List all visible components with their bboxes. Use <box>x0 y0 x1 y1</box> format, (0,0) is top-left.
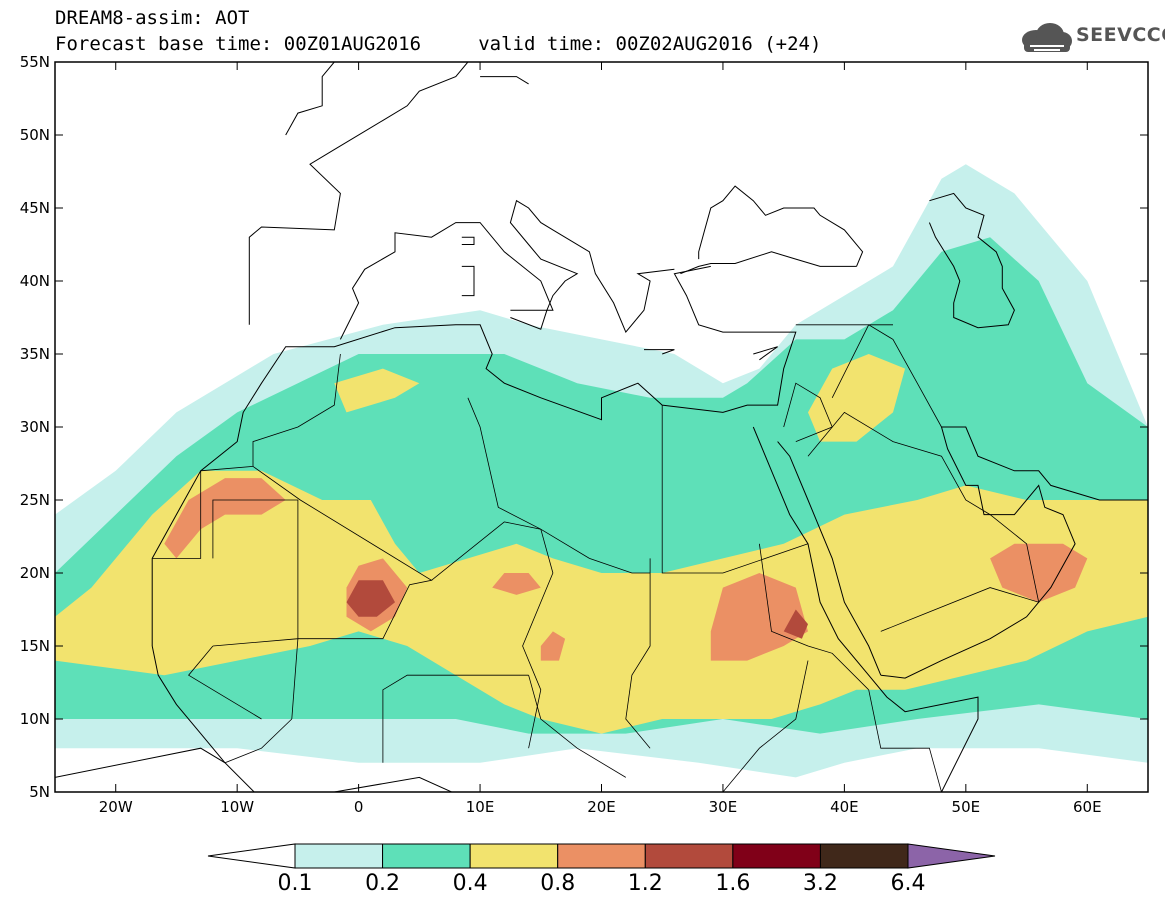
aot-region-0.8-1.2 <box>990 543 1088 603</box>
country-border <box>212 499 299 647</box>
coastline <box>777 441 882 676</box>
lat-tick-label: 45N <box>20 199 50 217</box>
aot-region-0.4-0.8 <box>334 368 420 413</box>
lat-tick-label: 10N <box>20 710 50 728</box>
coastline <box>680 251 857 275</box>
aot-region-0.8-1.2 <box>492 573 541 595</box>
aot-fields <box>55 164 1148 778</box>
coastline <box>151 265 797 646</box>
lat-tick-label: 25N <box>20 491 50 509</box>
lat-tick-label: 30N <box>20 418 50 436</box>
country-border <box>759 543 869 691</box>
colorbar-high-arrow <box>907 843 996 869</box>
coastline <box>461 236 475 245</box>
country-border <box>522 529 554 749</box>
lat-tick-label: 40N <box>20 272 50 290</box>
country-border <box>224 718 293 764</box>
colorbar-swatch <box>294 843 384 869</box>
colorbar: 0.1 0.2 0.4 0.8 1.2 1.6 3.2 6.4 <box>207 843 996 896</box>
colorbar-label: 1.6 <box>715 871 750 896</box>
lat-tick-label: 35N <box>20 345 50 363</box>
country-border <box>783 382 833 442</box>
aot-region-0.8-1.2 <box>540 631 566 661</box>
aot-region-0.4-0.8 <box>55 470 1148 734</box>
colorbar-label: 1.2 <box>628 871 663 896</box>
aot-region-0.4-0.8 <box>808 354 906 442</box>
colorbar-swatch <box>644 843 734 869</box>
country-border <box>625 573 651 749</box>
colorbar-label: 3.2 <box>803 871 838 896</box>
country-border <box>722 660 809 792</box>
aot-region-1.2-1.6 <box>346 580 395 617</box>
coastline <box>339 199 675 340</box>
aot-region-1.2-1.6 <box>783 609 808 639</box>
country-border <box>187 645 262 720</box>
colorbar-swatch <box>382 843 471 869</box>
colorbar-label: 0.1 <box>278 871 313 896</box>
coastline <box>752 426 979 792</box>
coastline <box>510 309 548 330</box>
country-border <box>795 324 942 428</box>
colorbar-low-arrow <box>207 843 296 869</box>
coastline <box>644 349 675 355</box>
map-outlines <box>55 62 1148 792</box>
coastline <box>285 62 335 136</box>
model-title: DREAM8-assim: AOT <box>55 7 250 29</box>
lon-tick-label: 20W <box>99 798 133 816</box>
aot-region-0.8-1.2 <box>164 478 286 559</box>
coastline <box>753 346 778 361</box>
lon-tick-label: 10W <box>220 798 254 816</box>
lat-tick-label: 55N <box>20 53 50 71</box>
coastline <box>248 62 469 325</box>
colorbar-swatch <box>732 843 821 869</box>
colorbar-swatch <box>469 843 559 869</box>
forecast-time-line: Forecast base time: 00Z01AUG2016 valid t… <box>55 33 822 55</box>
lon-tick-label: 0 <box>354 798 364 816</box>
country-border <box>152 353 341 559</box>
colorbar-swatch <box>819 843 909 869</box>
lat-tick-label: 20N <box>20 564 50 582</box>
colorbar-label: 0.2 <box>365 871 400 896</box>
country-border <box>868 689 942 792</box>
coastline <box>55 747 453 792</box>
logo-text: SEEVCCC <box>1076 24 1165 46</box>
country-border <box>661 405 809 574</box>
lon-tick-label: 20E <box>587 798 616 816</box>
coastline <box>928 192 1015 329</box>
country-border <box>807 411 1040 632</box>
country-border <box>382 674 529 763</box>
lon-tick-label: 50E <box>952 798 981 816</box>
lon-tick-label: 60E <box>1073 798 1102 816</box>
colorbar-swatch <box>557 843 646 869</box>
lat-tick-label: 50N <box>20 126 50 144</box>
axis-ticks: 20W 10W 0 10E 20E 30E 40E 50E 60E 55N 50N 45N 40N 35N… <box>20 53 1148 816</box>
coastline <box>461 265 475 297</box>
country-border <box>467 397 541 530</box>
cloud-logo-icon <box>1022 23 1072 52</box>
lat-tick-label: 5N <box>29 783 50 801</box>
seevccc-logo: SEEVCCC <box>1018 20 1165 56</box>
lon-tick-label: 10E <box>466 798 495 816</box>
lon-tick-label: 40E <box>830 798 859 816</box>
lon-tick-label: 30E <box>709 798 738 816</box>
aot-region-0.8-1.2 <box>710 573 808 661</box>
lat-tick-label: 15N <box>20 637 50 655</box>
colorbar-label: 0.4 <box>453 871 488 896</box>
country-border <box>528 675 627 778</box>
colorbar-label: 0.8 <box>540 871 575 896</box>
coastline <box>880 426 1148 679</box>
coastline <box>151 645 226 764</box>
coastline <box>698 185 864 267</box>
coastline <box>480 76 529 85</box>
colorbar-label: 6.4 <box>891 871 926 896</box>
